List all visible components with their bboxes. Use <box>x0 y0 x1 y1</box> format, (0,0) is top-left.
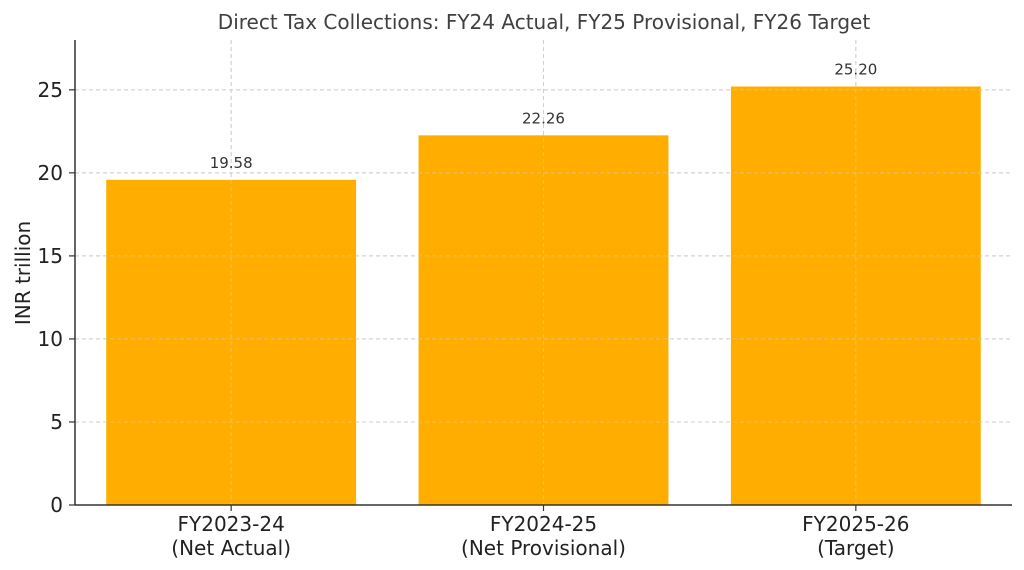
y-tick-label: 20 <box>38 161 63 185</box>
y-tick-label: 25 <box>38 78 63 102</box>
bar-layer <box>75 40 1012 505</box>
chart-title: Direct Tax Collections: FY24 Actual, FY2… <box>218 10 871 34</box>
x-tick-label-line: (Net Provisional) <box>461 536 626 560</box>
data-label: 25.20 <box>834 61 877 79</box>
data-label: 19.58 <box>210 154 253 172</box>
y-tick-label: 15 <box>38 244 63 268</box>
y-axis-label: INR trillion <box>11 221 35 325</box>
x-tick-label: FY2023-24 (Net Actual) <box>171 512 291 560</box>
axis-layer: 0 5 10 15 20 25 FY2023-24 (Net Actual) FY2024-25… <box>38 40 1012 560</box>
x-tick-label-line: (Net Actual) <box>171 536 291 560</box>
x-tick-label-line: FY2024-25 <box>490 512 597 536</box>
x-tick-label: FY2025-26 (Target) <box>802 512 909 560</box>
data-label: 22.26 <box>522 109 565 127</box>
x-tick-label: FY2024-25 (Net Provisional) <box>461 512 626 560</box>
x-tick-label-line: FY2023-24 <box>178 512 285 536</box>
y-tick-label: 10 <box>38 327 63 351</box>
y-tick-label: 5 <box>50 410 63 434</box>
label-layer: 19.58 22.26 25.20 <box>210 61 878 172</box>
y-tick-label: 0 <box>50 493 63 517</box>
x-tick-label-line: FY2025-26 <box>802 512 909 536</box>
x-tick-label-line: (Target) <box>817 536 894 560</box>
